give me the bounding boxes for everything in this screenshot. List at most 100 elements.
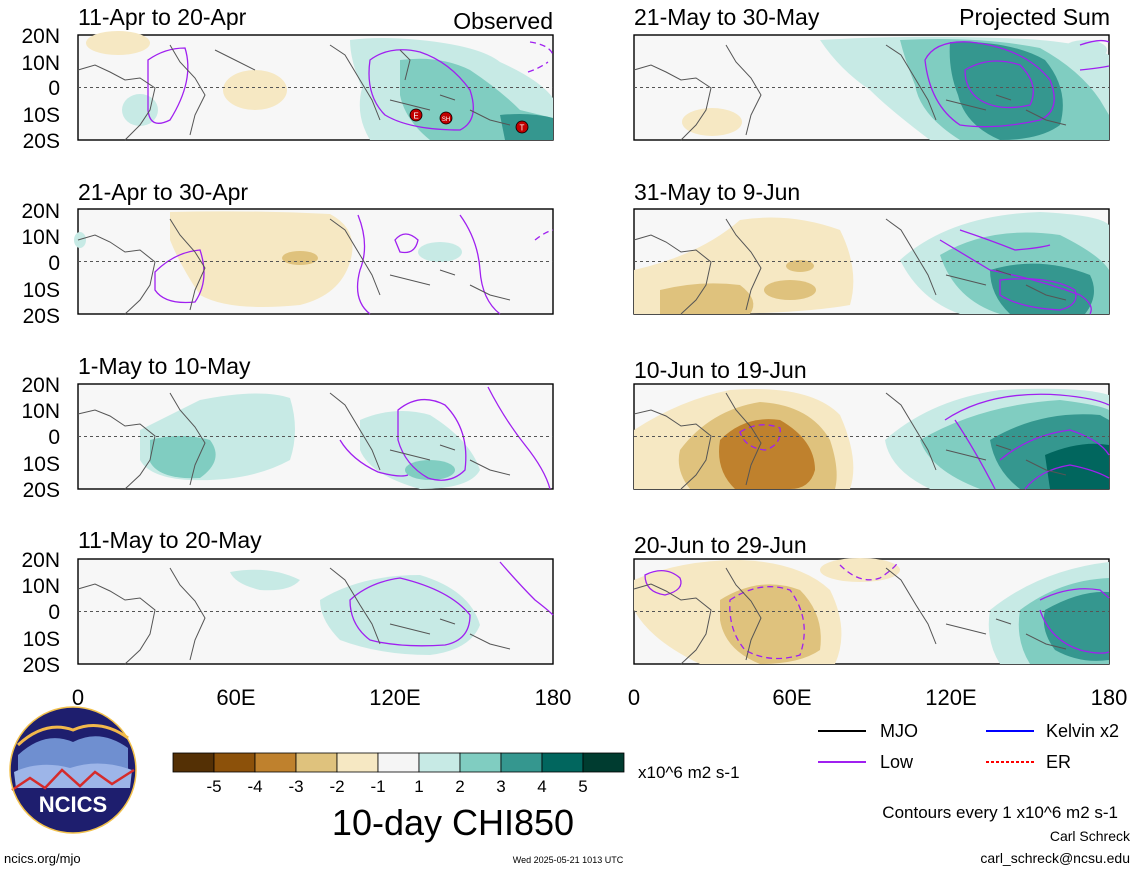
storm-marker-label: E	[413, 112, 418, 121]
storm-marker-label: SH	[442, 117, 450, 123]
colorbar-swatch	[500, 752, 543, 773]
lat-label: 10N	[21, 52, 60, 75]
lat-axis: 20N 10N 0 10S 20S	[21, 374, 60, 502]
lat-label: 10S	[23, 104, 60, 127]
timestamp: Wed 2025-05-21 1013 UTC	[513, 855, 624, 865]
panel-title: 20-Jun to 29-Jun	[634, 532, 807, 558]
colorbar-tick-label: 4	[537, 777, 546, 796]
coastlines	[77, 218, 511, 315]
panel-left-4: 11-May to 20-May 20N 10N 0 10S 20S	[21, 527, 554, 677]
panel-title: 1-May to 10-May	[78, 353, 251, 379]
author-name: Carl Schreck	[1050, 828, 1131, 844]
lon-label: 0	[72, 685, 84, 710]
lat-label: 0	[48, 601, 60, 624]
coastlines	[77, 392, 511, 490]
lat-label: 10N	[21, 575, 60, 598]
lat-axis: 20N 10N 0 10S 20S	[21, 549, 60, 677]
lon-label: 180	[535, 685, 572, 710]
anomaly-shading	[682, 36, 1109, 141]
lat-label: 20N	[21, 200, 60, 223]
lon-label: 120E	[925, 685, 976, 710]
colorbar-swatch	[254, 752, 297, 773]
contour-lines	[644, 561, 1110, 660]
colorbar-tick-label: 5	[578, 777, 587, 796]
storm-markers: E SH T	[409, 108, 529, 134]
lat-label: 10S	[23, 453, 60, 476]
colorbar-swatch	[295, 752, 338, 773]
contour-lines	[147, 41, 554, 131]
colorbar-tick-label: -4	[247, 777, 262, 796]
legend-label-er: ER	[1046, 752, 1071, 772]
colorbar-tick-label: 3	[496, 777, 505, 796]
panel-left-1: 11-Apr to 20-Apr Observed E	[21, 4, 554, 153]
lon-label: 0	[628, 685, 640, 710]
contour-note: Contours every 1 x10^6 m2 s-1	[882, 803, 1118, 822]
lat-label: 20S	[23, 305, 60, 328]
colorbar-swatch	[541, 752, 584, 773]
coastlines	[633, 44, 1067, 141]
colorbar-swatch	[377, 752, 420, 773]
lat-label: 10S	[23, 279, 60, 302]
colorbar-title: 10-day CHI850	[332, 802, 574, 843]
author-email: carl_schreck@ncsu.edu	[980, 850, 1130, 866]
contour-lines	[349, 561, 554, 647]
panel-right-4: 20-Jun to 29-Jun	[633, 532, 1110, 665]
lat-label: 10N	[21, 400, 60, 423]
lon-label: 60E	[216, 685, 255, 710]
colorbar: -5 -4 -3 -2 -1 1 2 3 4 5	[172, 752, 625, 796]
panel-right-3: 10-Jun to 19-Jun	[633, 357, 1110, 490]
colorbar-swatch	[213, 752, 256, 773]
lat-label: 20S	[23, 479, 60, 502]
panel-right-1: 21-May to 30-May Projected Sum	[633, 4, 1110, 141]
lat-axis: 20N 10N 0 10S 20S	[21, 200, 60, 328]
projected-label: Projected Sum	[959, 4, 1110, 30]
coastlines	[633, 218, 1067, 315]
legend-label-mjo: MJO	[880, 721, 918, 741]
lat-label: 20N	[21, 25, 60, 48]
contour-lines	[339, 386, 551, 490]
panel-title: 11-Apr to 20-Apr	[78, 4, 247, 30]
anomaly-shading	[86, 31, 553, 140]
panel-left-3: 1-May to 10-May 20N 10N 0 10S 20S	[21, 353, 554, 502]
contour-lines	[739, 393, 1110, 490]
contour-lines	[154, 214, 554, 315]
colorbar-swatch	[459, 752, 502, 773]
legend-label-low: Low	[880, 752, 914, 772]
lat-label: 20S	[23, 130, 60, 153]
legend: MJO Kelvin x2 Low ER	[818, 721, 1119, 772]
coastlines	[77, 44, 511, 141]
colorbar-tick-label: -1	[370, 777, 385, 796]
coastlines	[633, 567, 1067, 665]
lat-label: 20N	[21, 374, 60, 397]
panel-title: 31-May to 9-Jun	[634, 179, 800, 205]
lat-label: 0	[48, 252, 60, 275]
ncics-logo: NCICS	[9, 706, 137, 834]
storm-marker-label: T	[520, 124, 525, 133]
lat-label: 0	[48, 426, 60, 449]
lat-label: 10N	[21, 226, 60, 249]
anomaly-shading	[140, 393, 480, 489]
colorbar-tick-label: 1	[414, 777, 423, 796]
lat-label: 20S	[23, 654, 60, 677]
lat-label: 0	[48, 77, 60, 100]
lat-label: 10S	[23, 628, 60, 651]
colorbar-swatch	[582, 752, 625, 773]
panel-title: 21-Apr to 30-Apr	[78, 179, 248, 205]
colorbar-tick-label: 2	[455, 777, 464, 796]
anomaly-shading	[230, 569, 480, 655]
panel-title: 21-May to 30-May	[634, 4, 820, 30]
panel-left-2: 21-Apr to 30-Apr 20N 10N 0 10S 20S	[21, 179, 554, 328]
legend-label-kelvin: Kelvin x2	[1046, 721, 1119, 741]
lon-label: 60E	[772, 685, 811, 710]
lon-label: 120E	[369, 685, 420, 710]
panel-title: 10-Jun to 19-Jun	[634, 357, 807, 383]
colorbar-swatch	[336, 752, 379, 773]
lon-axis-right: 0 60E 120E 180	[628, 685, 1127, 710]
lat-label: 20N	[21, 549, 60, 572]
lon-label: 180	[1091, 685, 1128, 710]
anomaly-shading	[74, 211, 462, 308]
coastlines	[77, 567, 511, 665]
contour-lines	[924, 39, 1110, 128]
panel-right-2: 31-May to 9-Jun	[633, 179, 1110, 315]
panel-title: 11-May to 20-May	[78, 527, 262, 553]
